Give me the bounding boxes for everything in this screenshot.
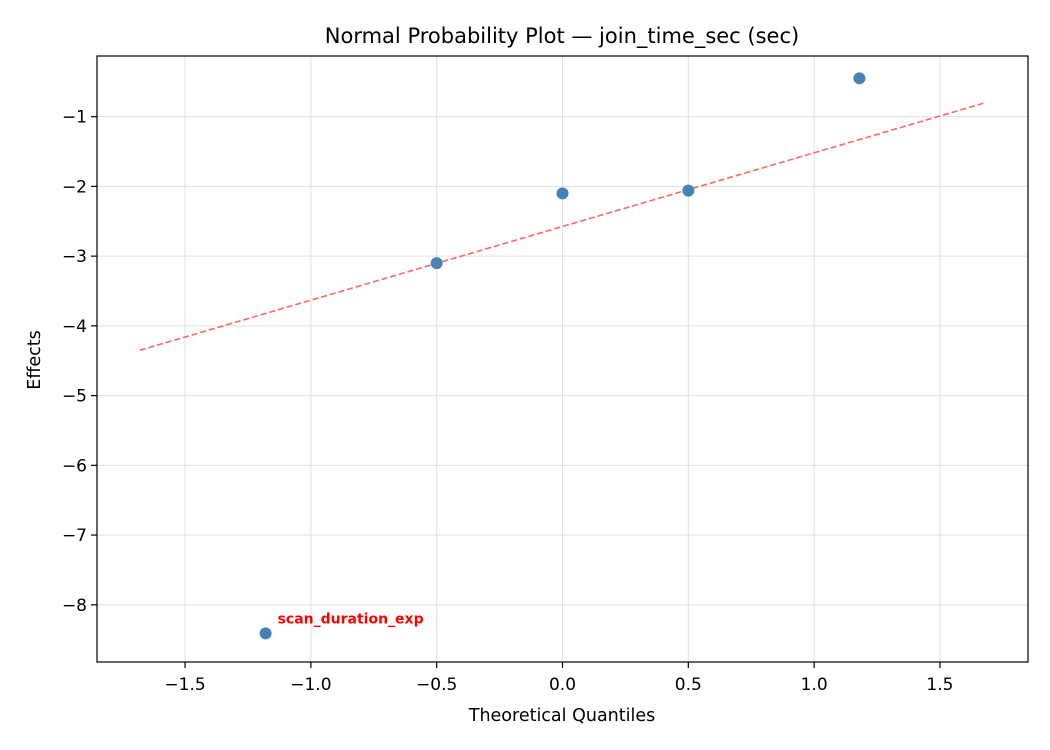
x-tick-label: −1.0 — [290, 675, 331, 695]
y-axis-ticks: −8 −7 −6 −5 −4 −3 −2 −1 — [62, 108, 97, 616]
x-tick-label: 1.0 — [801, 675, 828, 695]
y-tick-label: −4 — [62, 317, 87, 337]
x-axis-label: Theoretical Quantiles — [468, 706, 655, 726]
reference-line-group — [139, 101, 986, 352]
x-tick-label: −1.5 — [164, 675, 205, 695]
data-point — [682, 184, 695, 197]
grid-lines — [97, 56, 1028, 662]
x-tick-label: 1.5 — [926, 675, 953, 695]
data-point — [430, 257, 443, 270]
data-point — [259, 627, 272, 640]
y-tick-label: −1 — [62, 108, 87, 128]
y-tick-label: −6 — [62, 456, 87, 476]
y-tick-label: −8 — [62, 596, 87, 616]
chart-title: Normal Probability Plot — join_time_sec … — [325, 24, 799, 49]
reference-line — [139, 101, 986, 352]
y-tick-label: −2 — [62, 177, 87, 197]
annotation-label: scan_duration_exp — [278, 611, 424, 627]
x-tick-label: −0.5 — [416, 675, 457, 695]
data-point — [853, 72, 866, 85]
y-tick-label: −7 — [62, 526, 87, 546]
x-tick-label: 0.5 — [675, 675, 702, 695]
x-tick-label: 0.0 — [549, 675, 576, 695]
data-points — [259, 72, 866, 640]
y-tick-label: −3 — [62, 247, 87, 267]
y-axis-label: Effects — [25, 330, 45, 389]
data-point — [556, 187, 569, 200]
annotations: scan_duration_exp — [278, 611, 424, 627]
y-tick-label: −5 — [62, 387, 87, 407]
x-axis-ticks: −1.5 −1.0 −0.5 0.0 0.5 1.0 1.5 — [164, 662, 953, 695]
